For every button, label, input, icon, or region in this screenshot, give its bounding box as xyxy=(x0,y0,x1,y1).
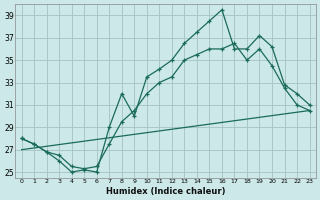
X-axis label: Humidex (Indice chaleur): Humidex (Indice chaleur) xyxy=(106,187,225,196)
